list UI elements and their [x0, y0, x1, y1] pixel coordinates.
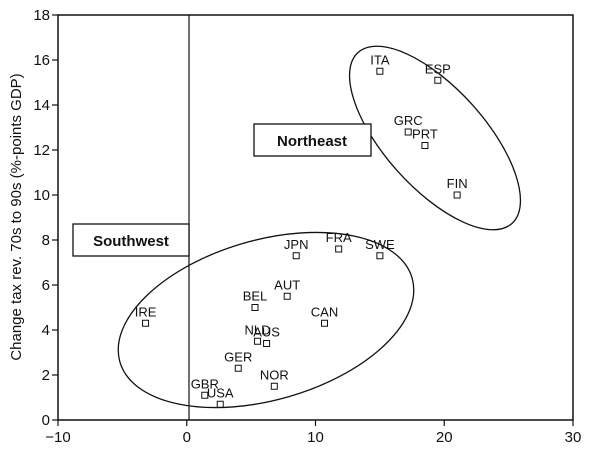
point-label: GRC [394, 113, 423, 128]
point-marker [270, 382, 278, 390]
point-label: GER [224, 349, 252, 364]
y-axis-title: Change tax rev. 70s to 90s (%-points GDP… [8, 73, 25, 360]
y-tick-label: 0 [42, 412, 50, 429]
point-bel: BEL [243, 289, 268, 311]
point-marker [142, 319, 150, 327]
point-label: FIN [447, 176, 468, 191]
x-tick-label: 20 [436, 429, 453, 446]
point-marker [335, 245, 343, 253]
point-marker [216, 400, 224, 408]
northeast-label: Northeast [277, 133, 347, 150]
x-tick-label: 30 [565, 429, 582, 446]
point-label: USA [207, 385, 234, 400]
northeast-label-box: Northeast [253, 123, 372, 157]
point-fra: FRA [326, 230, 352, 253]
point-label: NOR [260, 367, 289, 382]
point-marker [254, 337, 262, 345]
y-tick-label: 2 [42, 367, 50, 384]
point-marker [263, 340, 271, 347]
plot-frame [57, 14, 574, 421]
point-label: IRE [135, 304, 157, 319]
point-esp: ESP [425, 61, 451, 84]
y-tick-label: 10 [33, 187, 50, 204]
point-marker [434, 76, 442, 84]
point-ire: IRE [135, 304, 157, 327]
point-label: CAN [311, 304, 338, 319]
point-grc: GRC [394, 113, 423, 136]
point-swe: SWE [365, 237, 395, 260]
point-marker [234, 364, 242, 372]
point-nld: NLD [245, 322, 271, 345]
southwest-label: Southwest [93, 233, 169, 250]
point-marker [376, 67, 384, 75]
point-marker [376, 252, 384, 260]
point-marker [283, 292, 291, 300]
point-marker [292, 252, 300, 260]
point-label: BEL [243, 289, 268, 304]
y-tick-label: 4 [42, 322, 50, 339]
point-marker [201, 391, 209, 399]
point-aus: AUS [253, 325, 280, 347]
y-tick-label: 16 [33, 52, 50, 69]
point-label: GBR [191, 376, 219, 391]
point-label: JPN [284, 237, 309, 252]
point-fin: FIN [447, 176, 468, 199]
northeast-cluster-ellipse [348, 45, 522, 231]
point-ita: ITA [370, 52, 390, 75]
point-marker [404, 128, 412, 136]
point-usa: USA [207, 385, 234, 408]
southwest-cluster-ellipse [117, 231, 415, 409]
point-label: AUS [253, 325, 280, 340]
point-prt: PRT [412, 127, 438, 149]
y-tick-label: 12 [33, 142, 50, 159]
point-nor: NOR [260, 367, 289, 390]
point-aut: AUT [274, 277, 300, 300]
southwest-label-box: Southwest [72, 223, 190, 257]
point-label: ITA [370, 52, 390, 67]
point-marker [421, 142, 429, 149]
point-label: FRA [326, 230, 352, 245]
y-tick-label: 18 [33, 7, 50, 24]
y-tick-label: 8 [42, 232, 50, 249]
point-label: NLD [245, 322, 271, 337]
point-gbr: GBR [191, 376, 219, 399]
point-label: PRT [412, 127, 438, 142]
point-marker [321, 319, 329, 327]
point-marker [453, 191, 461, 199]
point-marker [251, 304, 259, 311]
x-tick-label: 0 [183, 429, 191, 446]
point-label: AUT [274, 277, 300, 292]
y-tick-label: 14 [33, 97, 50, 114]
point-can: CAN [311, 304, 338, 327]
x-tick-label: −10 [45, 429, 70, 446]
x-tick-label: 10 [307, 429, 324, 446]
point-label: SWE [365, 237, 395, 252]
point-ger: GER [224, 349, 252, 372]
point-jpn: JPN [284, 237, 309, 260]
point-label: ESP [425, 61, 451, 76]
y-tick-label: 6 [42, 277, 50, 294]
